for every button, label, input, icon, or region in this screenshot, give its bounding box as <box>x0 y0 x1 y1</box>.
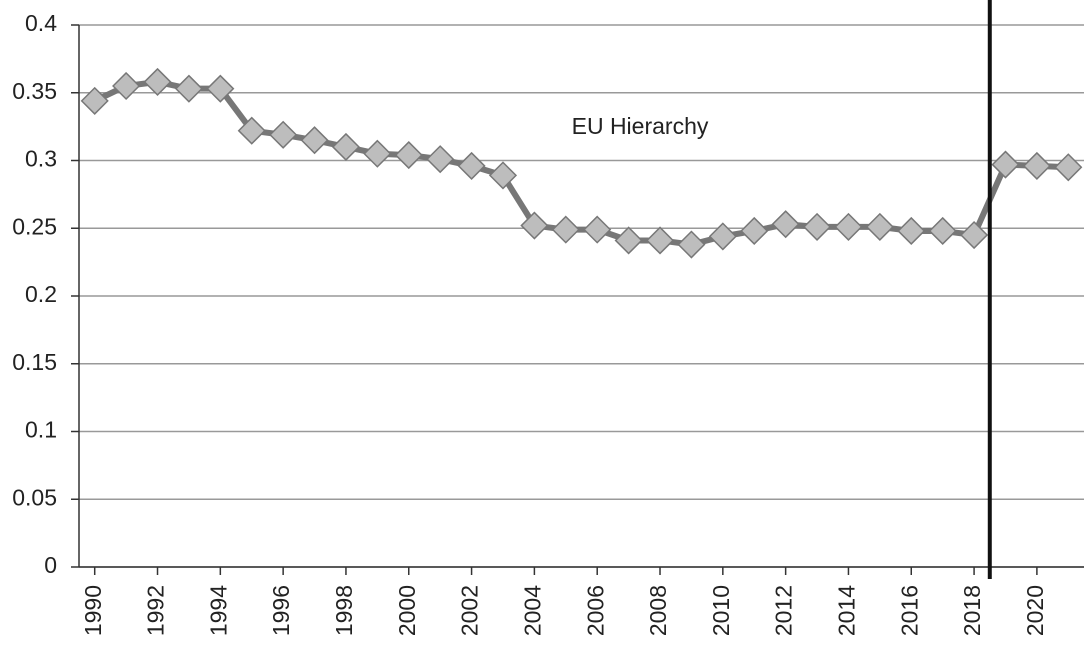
x-tick-label: 2000 <box>394 585 420 636</box>
marker <box>300 126 329 155</box>
y-tick-label: 0.2 <box>25 281 57 307</box>
series-line <box>93 78 1069 248</box>
x-tick-label: 1990 <box>80 585 106 636</box>
marker <box>708 222 737 251</box>
x-tick-label: 2008 <box>645 585 671 636</box>
marker <box>143 67 172 96</box>
y-tick-label: 0.4 <box>25 10 57 36</box>
x-tick-label: 1992 <box>143 585 169 636</box>
marker <box>488 161 518 190</box>
x-tick-label: 2010 <box>708 585 734 636</box>
marker <box>551 215 580 244</box>
marker <box>897 216 926 246</box>
x-tick-label: 2004 <box>519 585 545 636</box>
y-tick-label: 0.3 <box>25 146 57 172</box>
marker <box>426 145 455 174</box>
y-tick-label: 0.15 <box>12 349 57 375</box>
x-tick-label: 2016 <box>896 585 922 636</box>
marker <box>206 74 235 103</box>
x-tick-label: 2014 <box>834 585 860 636</box>
x-tick-label: 1996 <box>268 585 294 636</box>
marker <box>112 71 141 101</box>
marker <box>960 220 989 250</box>
marker <box>834 212 863 241</box>
x-tick-label: 2012 <box>771 585 797 636</box>
x-tick-label: 1998 <box>331 585 357 636</box>
annotation: EU Hierarchy <box>572 113 709 139</box>
marker <box>865 212 894 241</box>
marker <box>771 210 800 239</box>
marker <box>394 141 423 170</box>
x-tick-label: 1994 <box>205 585 231 636</box>
marker <box>677 230 706 259</box>
marker <box>583 215 612 244</box>
y-tick-label: 0.25 <box>12 213 57 239</box>
marker <box>991 150 1020 179</box>
x-tick-label: 2020 <box>1022 585 1048 636</box>
marker <box>1054 153 1083 182</box>
x-tick-label: 2006 <box>582 585 608 636</box>
marker <box>1022 151 1051 180</box>
marker <box>645 226 675 255</box>
marker <box>928 216 957 246</box>
marker <box>237 116 266 145</box>
y-tick-label: 0.35 <box>12 78 57 104</box>
marker <box>802 212 832 241</box>
marker <box>740 216 769 246</box>
marker <box>331 132 361 162</box>
y-tick-label: 0 <box>44 552 57 578</box>
marker <box>80 86 109 115</box>
marker <box>174 74 203 103</box>
marker <box>520 211 549 240</box>
marker <box>269 120 298 149</box>
marker <box>363 139 392 168</box>
x-tick-label: 2002 <box>457 585 483 636</box>
marker <box>614 226 643 255</box>
y-tick-label: 0.05 <box>12 484 57 510</box>
marker <box>457 151 486 180</box>
y-tick-label: 0.1 <box>25 417 57 443</box>
x-tick-label: 2018 <box>959 585 985 636</box>
